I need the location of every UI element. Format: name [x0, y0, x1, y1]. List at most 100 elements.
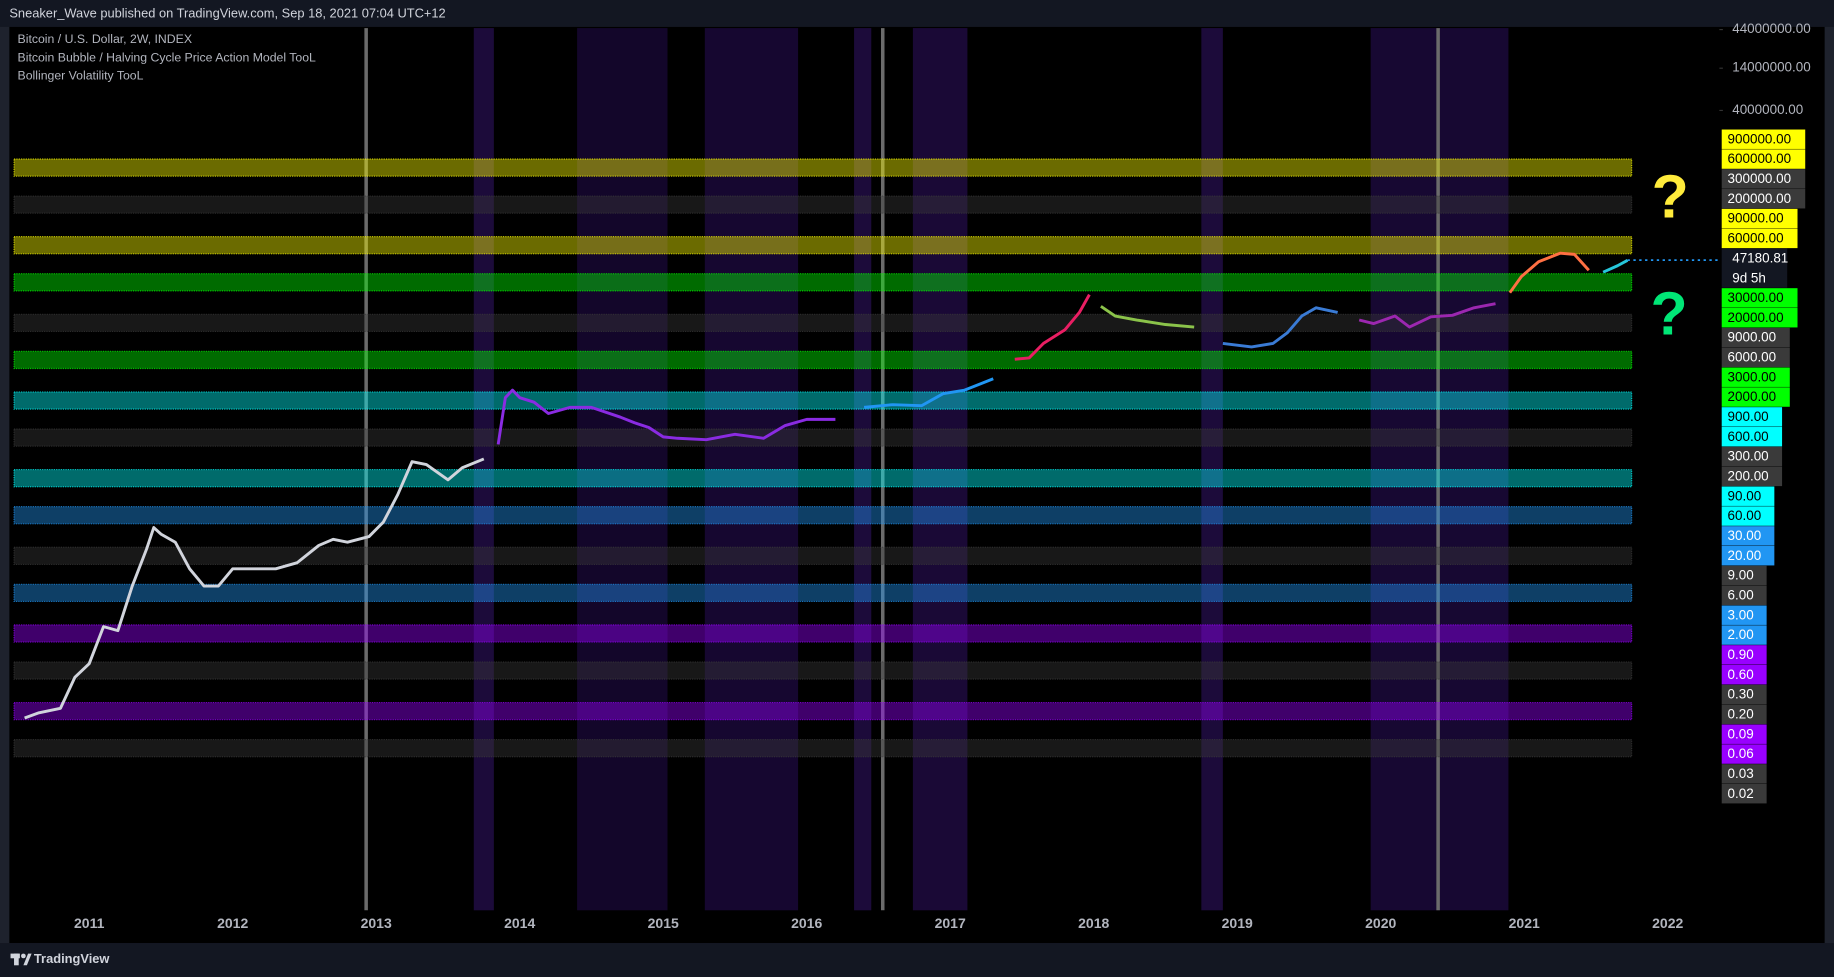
price-badge-label: 0.30 [1728, 687, 1754, 702]
price-badge [1721, 367, 1790, 387]
price-badge [1721, 208, 1798, 229]
price-line [1222, 306, 1338, 349]
annotation: ? [1652, 162, 1689, 230]
price-badge [1721, 347, 1790, 368]
price-badge-label: 300000.00 [1728, 171, 1792, 186]
price-badge-label: 0.09 [1728, 726, 1754, 741]
price-badge [1721, 327, 1790, 348]
price-band [13, 738, 1633, 758]
price-band [13, 469, 1633, 488]
price-badge-label: 6.00 [1728, 588, 1754, 603]
countdown-label: 9d 5h [1732, 270, 1766, 285]
logo-part [21, 953, 26, 959]
price-badge [1721, 387, 1790, 407]
price-line [1602, 259, 1629, 274]
x-tick-label: 2012 [217, 915, 248, 931]
price-badge-label: 90.00 [1728, 488, 1762, 503]
price-badge [1721, 585, 1767, 606]
last-price-label: 47180.81 [1732, 250, 1788, 265]
price-badge [1721, 427, 1783, 447]
plot: 2011 2012 2013 2014 2015 2016 2017 2018 2019 2020… [13, 21, 1811, 931]
price-badge-label: 30.00 [1728, 528, 1762, 543]
price-badge [1721, 565, 1767, 586]
y-tick-label: 4000000.00 [1732, 102, 1803, 117]
price-band [13, 195, 1633, 214]
price-badge [1721, 704, 1767, 725]
legend-symbol: Bitcoin / U.S. Dollar, 2W, INDEX [18, 32, 192, 46]
bottom-bar [0, 943, 1834, 977]
price-badge-label: 6000.00 [1728, 350, 1777, 365]
price-badge-label: 200000.00 [1728, 191, 1792, 206]
price-badge-label: 0.20 [1728, 707, 1754, 722]
cycle-shade [473, 28, 494, 911]
price-badge [1721, 783, 1767, 804]
price-band [13, 583, 1633, 603]
x-tick-label: 2016 [791, 915, 822, 931]
price-badge [1721, 308, 1798, 328]
price-badge-label: 60.00 [1728, 508, 1762, 523]
price-band [13, 313, 1633, 333]
y-tick-label: 44000000.00 [1732, 21, 1810, 36]
price-line [863, 377, 994, 409]
price-line [24, 457, 485, 720]
price-badge [1721, 526, 1775, 546]
price-band [13, 506, 1633, 525]
price-badge [1721, 228, 1798, 249]
price-band [13, 624, 1633, 643]
price-badge-label: 9000.00 [1728, 330, 1777, 345]
price-badge [1721, 645, 1767, 665]
price-badge [1721, 288, 1798, 308]
brand: TradingView [34, 951, 110, 966]
price-line [1100, 305, 1195, 329]
x-tick-label: 2020 [1365, 915, 1396, 931]
price-badge-label: 30000.00 [1728, 290, 1784, 305]
price-badge-label: 200.00 [1728, 469, 1769, 484]
x-tick-label: 2018 [1078, 915, 1109, 931]
price-badge [1721, 129, 1806, 149]
legend-indicator: Bitcoin Bubble / Halving Cycle Price Act… [18, 51, 317, 65]
price-band [13, 701, 1633, 721]
price-badge-label: 0.06 [1728, 746, 1754, 761]
price-badge-label: 900000.00 [1728, 131, 1792, 146]
price-badge-label: 2.00 [1728, 627, 1754, 642]
x-tick-label: 2022 [1652, 915, 1683, 931]
price-badge-label: 300.00 [1728, 449, 1769, 464]
price-badge [1721, 466, 1783, 487]
price-badge-label: 0.02 [1728, 786, 1754, 801]
price-badge-label: 3.00 [1728, 607, 1754, 622]
x-tick-label: 2017 [935, 915, 966, 931]
price-badge [1721, 605, 1767, 625]
price-band [13, 273, 1633, 292]
x-tick-label: 2013 [361, 915, 392, 931]
price-badge [1721, 486, 1775, 506]
price-badge [1721, 506, 1775, 526]
last-price-badge [1721, 248, 1788, 288]
price-badge [1721, 149, 1806, 169]
price-badge [1721, 744, 1767, 764]
price-badge [1721, 546, 1775, 566]
price-line [1508, 251, 1590, 294]
brand-logo [10, 953, 32, 966]
price-band [13, 428, 1633, 447]
price-badge-label: 90000.00 [1728, 211, 1784, 226]
x-tick-label: 2019 [1222, 915, 1253, 931]
price-badge-label: 900.00 [1728, 409, 1769, 424]
publisher: Sneaker_Wave published on TradingView.co… [9, 5, 445, 20]
price-badge [1721, 189, 1806, 209]
legend-indicator: Bollinger Volatility TooL [18, 68, 144, 82]
price-band [13, 391, 1633, 410]
x-tick-label: 2014 [504, 915, 535, 931]
price-band [13, 546, 1633, 566]
price-badge-label: 60000.00 [1728, 231, 1784, 246]
price-badge [1721, 407, 1783, 427]
price-line [496, 388, 836, 445]
price-badge [1721, 446, 1783, 467]
x-tick-label: 2011 [74, 915, 105, 931]
price-badge-label: 9.00 [1728, 568, 1754, 583]
price-badge-label: 2000.00 [1728, 389, 1777, 404]
logo-part [14, 953, 19, 966]
price-badge-label: 0.60 [1728, 667, 1754, 682]
price-badge-label: 3000.00 [1728, 369, 1777, 384]
annotation: ? [1651, 279, 1688, 347]
